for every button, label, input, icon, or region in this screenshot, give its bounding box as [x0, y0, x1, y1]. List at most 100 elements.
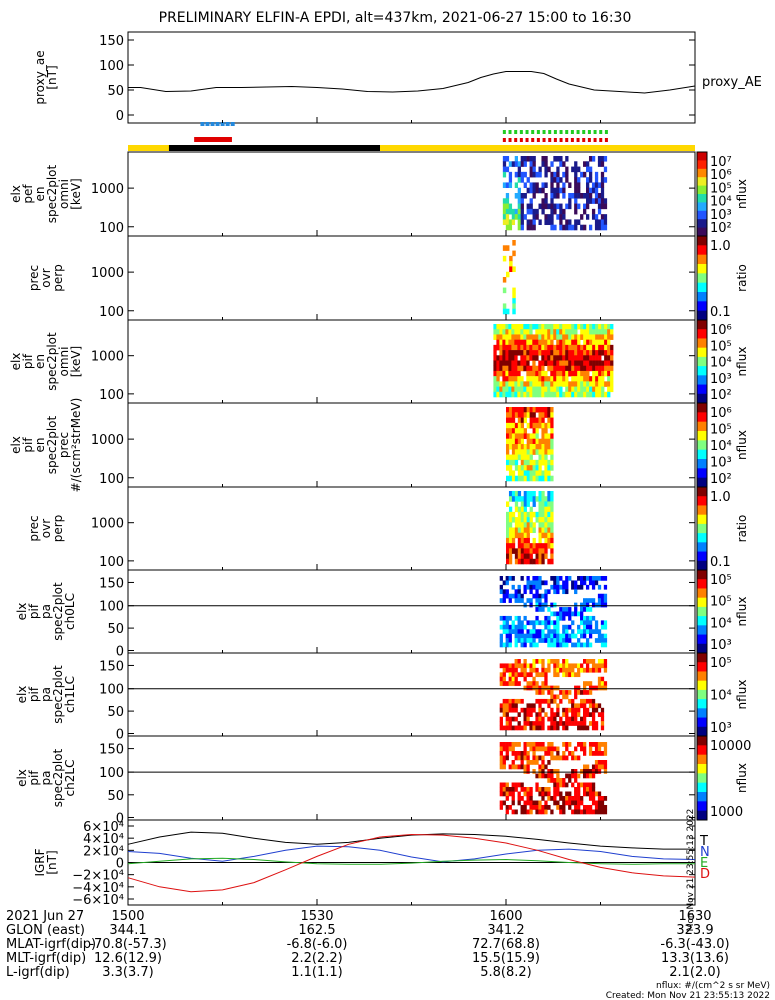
pa-ch2lc-cell [583, 782, 587, 788]
pa-ch0lc-cell [544, 620, 548, 626]
pa-ch1lc-cell [556, 707, 560, 713]
pef-omni-cell [517, 193, 521, 199]
colorbar-segment [697, 717, 707, 728]
pef-prec-ratio-cell [502, 255, 507, 262]
pif-omni-cell [583, 344, 587, 351]
pa-ch0lc-cell [535, 642, 539, 648]
pa-ch1lc-cell [544, 698, 548, 704]
pif-prec-cell [520, 449, 525, 455]
pa-ch2lc-cell [544, 787, 548, 792]
pef-omni-cell [517, 166, 521, 173]
pif-omni-cell [511, 334, 515, 340]
pif-omni-cell [502, 360, 506, 367]
pif-prec-ratio-cell [508, 517, 513, 523]
pif-omni-cell [517, 365, 521, 372]
pa-ch1lc-cell [553, 694, 557, 700]
pa-ch0lc-cell [562, 611, 566, 617]
pif-prec-cell [538, 438, 542, 445]
pa-ch0lc-cell [588, 607, 593, 612]
pif-prec-cell [511, 422, 516, 429]
pif-prec-cell [514, 407, 519, 413]
pa-ch2lc-cell [597, 805, 602, 810]
colorbar-segment [697, 708, 707, 719]
pef-omni-cell [529, 166, 533, 173]
pef-omni-cell [526, 219, 530, 226]
pa-ch1lc-cell [532, 703, 536, 709]
pa-ch1lc-cell [568, 716, 572, 722]
pif-omni-cell [550, 324, 554, 330]
pef-omni-cell [591, 156, 596, 162]
pif-omni-cell [598, 381, 602, 387]
pif-omni-cell [526, 329, 530, 335]
pif-prec-ratio-cell [520, 511, 525, 518]
pa-ch0lc-cell [538, 598, 542, 603]
pif-omni-cell [586, 360, 590, 367]
pa-ch0lc-cell [538, 602, 542, 608]
pa-ch1lc-cell [505, 725, 509, 731]
pa-ch0lc-cell [508, 576, 512, 581]
pa-ch1lc-cell [541, 663, 545, 669]
pa-ch0lc-cell [574, 589, 578, 595]
pef-omni-cell [514, 161, 518, 167]
pa-ch0lc-cell [580, 584, 584, 590]
pif-omni-cell [535, 386, 539, 393]
pa-ch0lc-cell [594, 638, 599, 643]
pa-ch1lc-cell [588, 681, 593, 686]
pif-omni-cell [565, 329, 569, 335]
pa-ch2lc-cell [535, 773, 539, 779]
ylabel-line: perp [51, 515, 65, 543]
pa-ch1lc-cell [577, 685, 581, 691]
pef-omni-cell [586, 198, 590, 204]
pif-omni-cell [493, 365, 497, 372]
pif-omni-cell [580, 381, 584, 387]
pef-omni-cell [568, 193, 572, 199]
ylabel-line: #/(scm²strMeV) [69, 398, 83, 493]
pa-ch1lc-cell [577, 672, 581, 678]
pa-ch0lc-cell [547, 620, 551, 626]
pef-omni-cell [600, 198, 605, 204]
pif-omni-cell [514, 391, 518, 398]
pa-ch0lc-cell [556, 584, 560, 590]
pa-ch2lc-cell [517, 751, 521, 756]
pef-omni-cell [586, 203, 590, 210]
colorbar-segment [697, 194, 707, 203]
pif-prec-cell [506, 412, 510, 418]
pa-ch2lc-cell [505, 751, 509, 756]
pef-omni-cell [523, 182, 527, 189]
pif-omni-cell [544, 370, 548, 377]
pif-prec-ratio-cell [520, 506, 525, 513]
pif-omni-cell [577, 344, 581, 351]
pa-ch1lc-cell [591, 721, 596, 726]
status-dash-red [548, 138, 552, 142]
pif-omni-cell [598, 344, 602, 351]
pa-ch2lc-cell [571, 782, 575, 788]
pif-omni-cell [496, 339, 500, 346]
pif-prec-ratio-cell [547, 537, 551, 544]
pa-ch0lc-cell [583, 620, 587, 626]
pif-omni-cell [493, 334, 497, 340]
pef-prec-ratio-cell [502, 303, 507, 310]
pa-ch1lc-cell [544, 672, 548, 678]
pa-ch0lc-cell [600, 576, 605, 581]
pef-omni-cell [505, 219, 510, 226]
pa-ch0lc-cell [603, 633, 608, 639]
pif-omni-cell [598, 324, 602, 330]
pif-omni-cell [550, 339, 554, 346]
pef-omni-cell [535, 171, 539, 178]
pa-ch1lc-cell [591, 716, 596, 722]
pif-prec-ratio-cell [506, 537, 510, 544]
colorbar-segment [697, 459, 707, 469]
pif-omni-cell [562, 360, 566, 367]
pa-ch0lc-cell [565, 576, 569, 581]
pif-prec-ratio-cell [506, 553, 510, 560]
pif-omni-cell [559, 360, 563, 367]
pif-omni-cell [589, 334, 593, 340]
pa-ch2lc-cell [538, 791, 542, 797]
pef-omni-cell [591, 214, 596, 220]
colorbar-segment [697, 329, 707, 339]
pa-ch1lc-cell [541, 716, 545, 722]
colorbar-segment [697, 185, 707, 195]
pef-omni-cell [583, 161, 587, 167]
pif-prec-cell [526, 407, 530, 413]
pa-ch2lc-cell [523, 751, 527, 756]
